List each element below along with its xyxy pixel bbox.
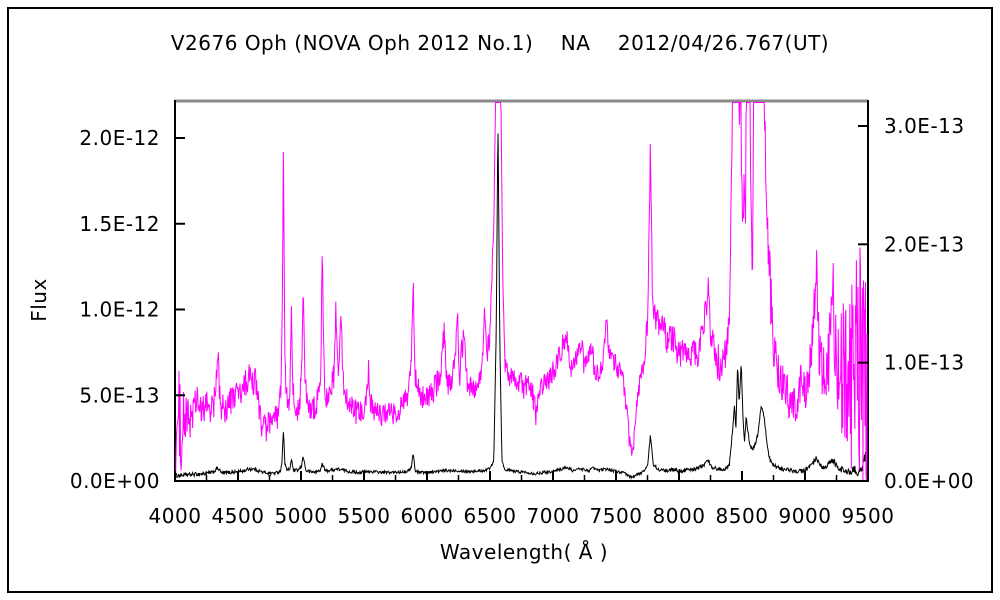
x-tick-label: 6500 bbox=[464, 504, 517, 528]
chart-title: V2676 Oph (NOVA Oph 2012 No.1) NA 2012/0… bbox=[171, 31, 829, 55]
left-tick-label: 0.0E+00 bbox=[70, 469, 160, 493]
spectrum-trace-black bbox=[175, 133, 868, 480]
x-tick-label: 4000 bbox=[149, 504, 202, 528]
x-tick-label: 7500 bbox=[590, 504, 643, 528]
spectrum-trace-magenta bbox=[175, 102, 868, 482]
left-tick-label: 5.0E-13 bbox=[79, 383, 160, 407]
x-tick-label: 4500 bbox=[212, 504, 265, 528]
x-tick-label: 5000 bbox=[275, 504, 328, 528]
right-tick-label: 3.0E-13 bbox=[884, 114, 965, 138]
right-tick-label: 1.0E-13 bbox=[884, 351, 965, 375]
x-tick-label: 5500 bbox=[338, 504, 391, 528]
x-tick-label: 7000 bbox=[527, 504, 580, 528]
left-tick-label: 1.0E-12 bbox=[79, 298, 160, 322]
right-tick-label: 0.0E+00 bbox=[884, 469, 974, 493]
x-tick-label: 9000 bbox=[779, 504, 832, 528]
x-axis-label: Wavelength( Å ) bbox=[440, 540, 608, 564]
axis-ticks-layer: 4000 4500 5000 5500 6000 6500 7000 7500 8000 8500… bbox=[70, 114, 974, 528]
y-axis-label: Flux bbox=[27, 278, 51, 322]
left-tick-label: 1.5E-12 bbox=[79, 212, 160, 236]
x-tick-label: 6000 bbox=[401, 504, 454, 528]
image-border bbox=[7, 7, 993, 593]
left-tick-label: 2.0E-12 bbox=[79, 126, 160, 150]
x-tick-label: 8000 bbox=[653, 504, 706, 528]
spectra-layer bbox=[175, 102, 868, 482]
x-tick-label: 8500 bbox=[716, 504, 769, 528]
x-tick-label: 9500 bbox=[842, 504, 895, 528]
right-tick-label: 2.0E-13 bbox=[884, 232, 965, 256]
